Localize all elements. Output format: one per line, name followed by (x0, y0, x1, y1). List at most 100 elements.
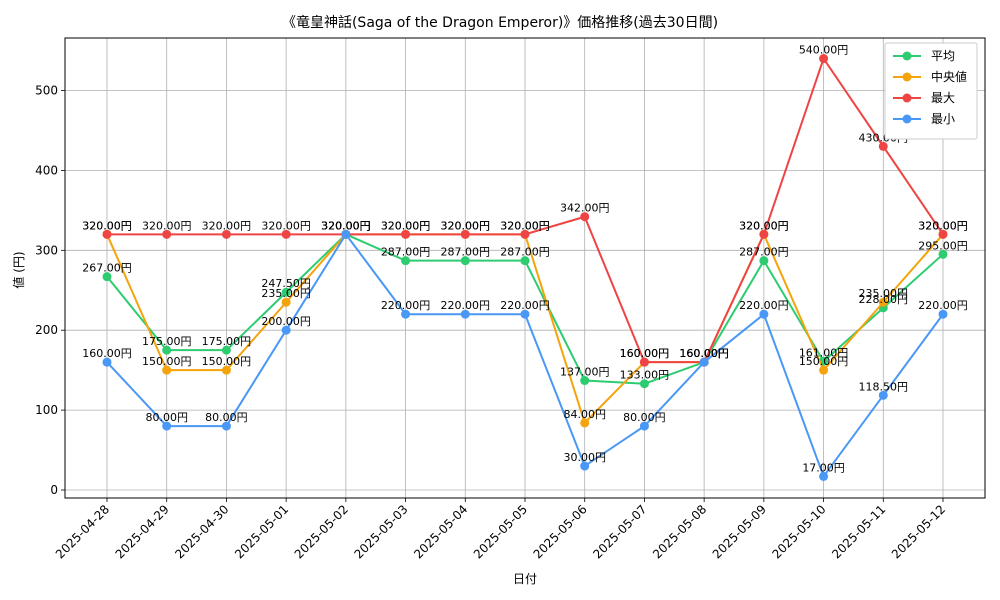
data-point (520, 256, 530, 266)
data-point (460, 309, 470, 319)
data-label: 235.00円 (859, 287, 909, 300)
data-point (819, 54, 829, 64)
data-point (221, 229, 231, 239)
data-label: 320.00円 (82, 219, 132, 232)
plot-frame (64, 37, 986, 499)
data-label: 320.00円 (739, 219, 789, 232)
x-tick-label: 2025-05-06 (531, 502, 590, 561)
data-point (580, 461, 590, 471)
x-tick-label: 2025-05-04 (411, 502, 470, 561)
legend-label: 最小 (931, 112, 955, 126)
y-tick-label: 400 (35, 163, 58, 177)
data-labels: 267.00円 175.00円 175.00円 247.50円 320.00円 287.0… (82, 44, 968, 475)
data-label: 160.00円 (82, 347, 132, 360)
data-label: 320.00円 (381, 219, 431, 232)
data-label: 235.00円 (261, 287, 311, 300)
data-point (520, 229, 530, 239)
data-label: 175.00円 (202, 335, 252, 348)
data-label: 220.00円 (918, 299, 968, 312)
data-label: 84.00円 (563, 408, 606, 421)
data-label: 160.00円 (679, 347, 729, 360)
data-point (819, 365, 829, 375)
data-label: 287.00円 (441, 246, 491, 259)
data-point (759, 229, 769, 239)
legend-marker (902, 72, 912, 82)
data-label: 247.50円 (261, 277, 311, 290)
data-point (281, 287, 291, 297)
data-label: 320.00円 (918, 219, 968, 232)
data-label: 220.00円 (381, 299, 431, 312)
x-tick-label: 2025-05-07 (590, 502, 649, 561)
data-point (102, 229, 112, 239)
y-axis-title: 値 (円) (11, 251, 26, 288)
legend-marker (902, 51, 912, 61)
data-label: 80.00円 (205, 411, 248, 424)
data-label: 118.50円 (859, 380, 909, 393)
x-tick-label: 2025-05-12 (889, 502, 948, 561)
data-point (401, 256, 411, 266)
data-point (639, 421, 649, 431)
data-label: 320.00円 (321, 219, 371, 232)
data-point (580, 376, 590, 386)
data-label: 220.00円 (739, 299, 789, 312)
data-point (281, 297, 291, 307)
data-point (819, 471, 829, 481)
x-tick-label: 2025-05-08 (650, 502, 709, 561)
data-point (938, 309, 948, 319)
x-tick-label: 2025-05-03 (351, 502, 410, 561)
data-label: 161.00円 (799, 346, 849, 359)
data-label: 150.00円 (142, 355, 192, 368)
data-point (759, 256, 769, 266)
data-point (759, 309, 769, 319)
x-tick-label: 2025-05-09 (710, 502, 769, 561)
data-label: 320.00円 (441, 219, 491, 232)
data-point (878, 141, 888, 151)
data-point (938, 249, 948, 259)
x-tick-label: 2025-04-29 (113, 502, 172, 561)
data-point (460, 229, 470, 239)
data-point (281, 229, 291, 239)
data-point (639, 379, 649, 389)
data-label: 133.00円 (620, 369, 670, 382)
y-tick-label: 100 (35, 403, 58, 417)
data-label: 160.00円 (679, 347, 729, 360)
data-label: 320.00円 (500, 219, 550, 232)
data-label: 320.00円 (321, 219, 371, 232)
x-tick-label: 2025-04-30 (172, 502, 231, 561)
x-tick-label: 2025-05-02 (292, 502, 351, 561)
y-tick-label: 0 (50, 483, 58, 497)
data-point (221, 421, 231, 431)
legend-marker (902, 114, 912, 124)
data-label: 220.00円 (500, 299, 550, 312)
x-tick-label: 2025-05-10 (769, 502, 828, 561)
data-point (341, 229, 351, 239)
data-point (401, 309, 411, 319)
data-point (281, 325, 291, 335)
data-label: 228.00円 (859, 293, 909, 306)
data-point (460, 256, 470, 266)
data-label: 200.00円 (261, 315, 311, 328)
data-label: 540.00円 (799, 44, 849, 57)
data-point (221, 365, 231, 375)
data-label: 17.00円 (802, 461, 845, 474)
data-label: 150.00円 (202, 355, 252, 368)
data-point (102, 272, 112, 282)
chart-title: 《竜皇神話(Saga of the Dragon Emperor)》価格推移(過… (281, 15, 719, 31)
y-tick-label: 200 (35, 323, 58, 337)
data-point (699, 357, 709, 367)
data-label: 320.00円 (321, 219, 371, 232)
data-label: 320.00円 (202, 219, 252, 232)
data-point (938, 229, 948, 239)
data-label: 295.00円 (918, 239, 968, 252)
data-label: 160.00円 (620, 347, 670, 360)
x-axis-title: 日付 (513, 572, 537, 586)
data-label: 320.00円 (82, 219, 132, 232)
data-label: 320.00円 (739, 219, 789, 232)
data-point (580, 212, 590, 222)
data-label: 80.00円 (623, 411, 666, 424)
data-point (162, 421, 172, 431)
data-label: 320.00円 (381, 219, 431, 232)
data-point (639, 357, 649, 367)
